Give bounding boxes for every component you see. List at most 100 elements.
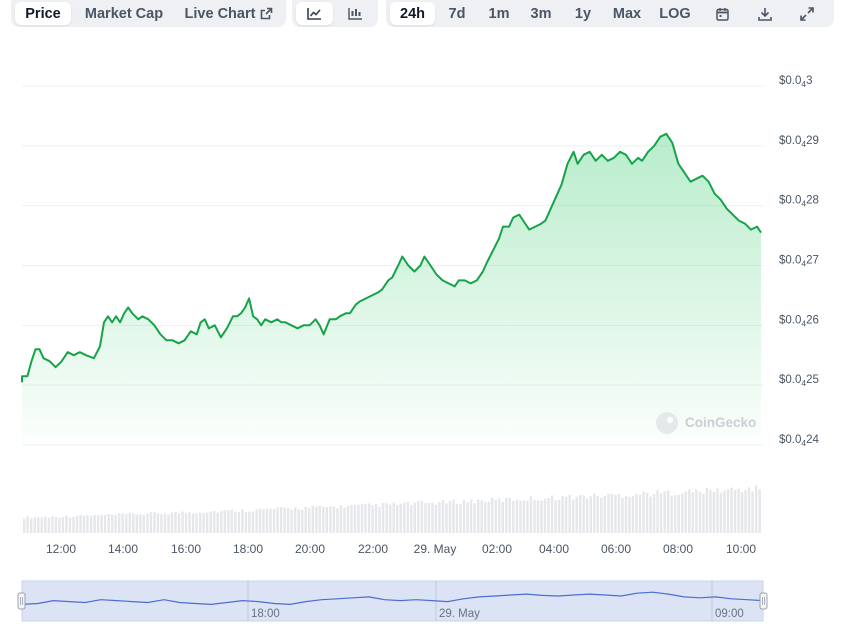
- tab-range-1m-label: 1m: [488, 5, 510, 22]
- volume-bar: [603, 495, 606, 533]
- volume-bar: [100, 514, 103, 533]
- download-icon: [758, 7, 772, 21]
- candlestick-chart-icon: [348, 7, 363, 20]
- volume-bar: [642, 491, 645, 533]
- volume-bar: [684, 491, 687, 533]
- navigator-handle-left[interactable]: [17, 592, 26, 610]
- volume-bar: [241, 509, 244, 533]
- volume-bar: [737, 488, 740, 533]
- volume-bar: [290, 509, 293, 533]
- volume-bar: [663, 491, 666, 533]
- volume-bar: [473, 503, 476, 533]
- tab-range-max[interactable]: Max: [605, 2, 649, 25]
- volume-bar: [107, 514, 110, 533]
- y-tick-label: $0.0426: [779, 314, 819, 328]
- volume-bar: [58, 517, 61, 533]
- x-tick-label: 18:00: [233, 542, 263, 556]
- volume-bar: [128, 512, 131, 533]
- volume-bar: [181, 511, 184, 533]
- volume-bar: [227, 510, 230, 533]
- volume-bar: [378, 506, 381, 533]
- range-navigator[interactable]: 18:00 29. May 09:00: [17, 580, 768, 622]
- volume-bar: [381, 502, 385, 533]
- volume-bar: [702, 493, 705, 533]
- volume-bar: [139, 514, 142, 533]
- volume-bar: [557, 499, 561, 533]
- volume-bar: [610, 493, 614, 533]
- tab-range-7d[interactable]: 7d: [437, 2, 477, 25]
- volume-bar: [755, 485, 758, 533]
- tab-range-1m[interactable]: 1m: [479, 2, 519, 25]
- volume-bar: [561, 496, 564, 533]
- volume-bar: [480, 500, 483, 533]
- volume-bar: [26, 516, 29, 533]
- tab-live-chart[interactable]: Live Chart: [177, 2, 281, 25]
- volume-bar: [325, 507, 328, 533]
- navigator-selection[interactable]: [21, 580, 764, 622]
- volume-bar: [709, 489, 712, 533]
- volume-bar: [336, 508, 339, 533]
- volume-bar: [153, 512, 156, 533]
- volume-bar: [125, 514, 128, 533]
- volume-bar: [410, 505, 413, 533]
- volume-bar: [434, 504, 438, 533]
- volume-bar: [719, 492, 723, 533]
- volume-bar: [593, 493, 596, 533]
- x-tick-label: 10:00: [726, 542, 756, 556]
- volume-bar: [498, 498, 501, 533]
- volume-bar: [184, 513, 188, 533]
- volume-bar: [216, 512, 219, 533]
- tab-range-3m[interactable]: 3m: [521, 2, 561, 25]
- volume-bar: [371, 505, 374, 533]
- volume-bar: [244, 512, 248, 533]
- tab-market-cap[interactable]: Market Cap: [75, 2, 173, 25]
- volume-bar: [677, 494, 680, 533]
- volume-bar: [469, 499, 473, 533]
- volume-bar: [146, 513, 149, 533]
- navigator-handle-right[interactable]: [759, 592, 768, 610]
- volume-bar: [322, 506, 325, 533]
- candlestick-chart-button[interactable]: [337, 2, 374, 25]
- log-scale-toggle[interactable]: LOG: [651, 2, 699, 25]
- tab-range-24h[interactable]: 24h: [390, 2, 435, 25]
- volume-bar: [695, 489, 698, 533]
- volume-bar: [199, 512, 202, 533]
- volume-bar: [44, 516, 47, 533]
- volume-bar: [515, 499, 519, 533]
- volume-bar: [304, 506, 307, 533]
- time-axis: 12:00 14:00 16:00 18:00 20:00 22:00 29. May 02:…: [46, 542, 756, 556]
- volume-bar: [86, 515, 89, 533]
- volume-bar: [389, 504, 392, 533]
- volume-bar: [462, 500, 466, 533]
- x-tick-label: 14:00: [108, 542, 138, 556]
- volume-bar: [582, 495, 585, 533]
- volume-bar: [589, 496, 592, 533]
- download-button[interactable]: [745, 2, 785, 25]
- navigator-line: [21, 591, 764, 606]
- volume-bar: [526, 500, 529, 533]
- calendar-button[interactable]: [701, 2, 743, 25]
- volume-bar: [367, 503, 371, 533]
- volume-bar: [251, 511, 255, 533]
- volume-bar: [33, 517, 36, 533]
- coingecko-watermark: CoinGecko: [656, 412, 756, 434]
- volume-bar: [698, 491, 702, 533]
- volume-bar: [297, 509, 300, 533]
- volume-bar: [23, 518, 26, 533]
- volume-bar: [427, 502, 431, 533]
- expand-button[interactable]: [787, 2, 827, 25]
- calendar-icon: [715, 7, 729, 21]
- volume-bar: [350, 505, 353, 533]
- volume-bar: [167, 514, 170, 533]
- volume-bar: [403, 502, 406, 533]
- volume-bar: [670, 495, 673, 533]
- price-line: [21, 132, 762, 383]
- volume-bar: [491, 497, 494, 533]
- tab-range-1y[interactable]: 1y: [563, 2, 603, 25]
- volume-bar: [726, 489, 730, 533]
- tab-price[interactable]: Price: [15, 2, 71, 25]
- volume-bar: [716, 488, 719, 533]
- line-chart-button[interactable]: [296, 2, 333, 25]
- volume-bar: [30, 518, 33, 533]
